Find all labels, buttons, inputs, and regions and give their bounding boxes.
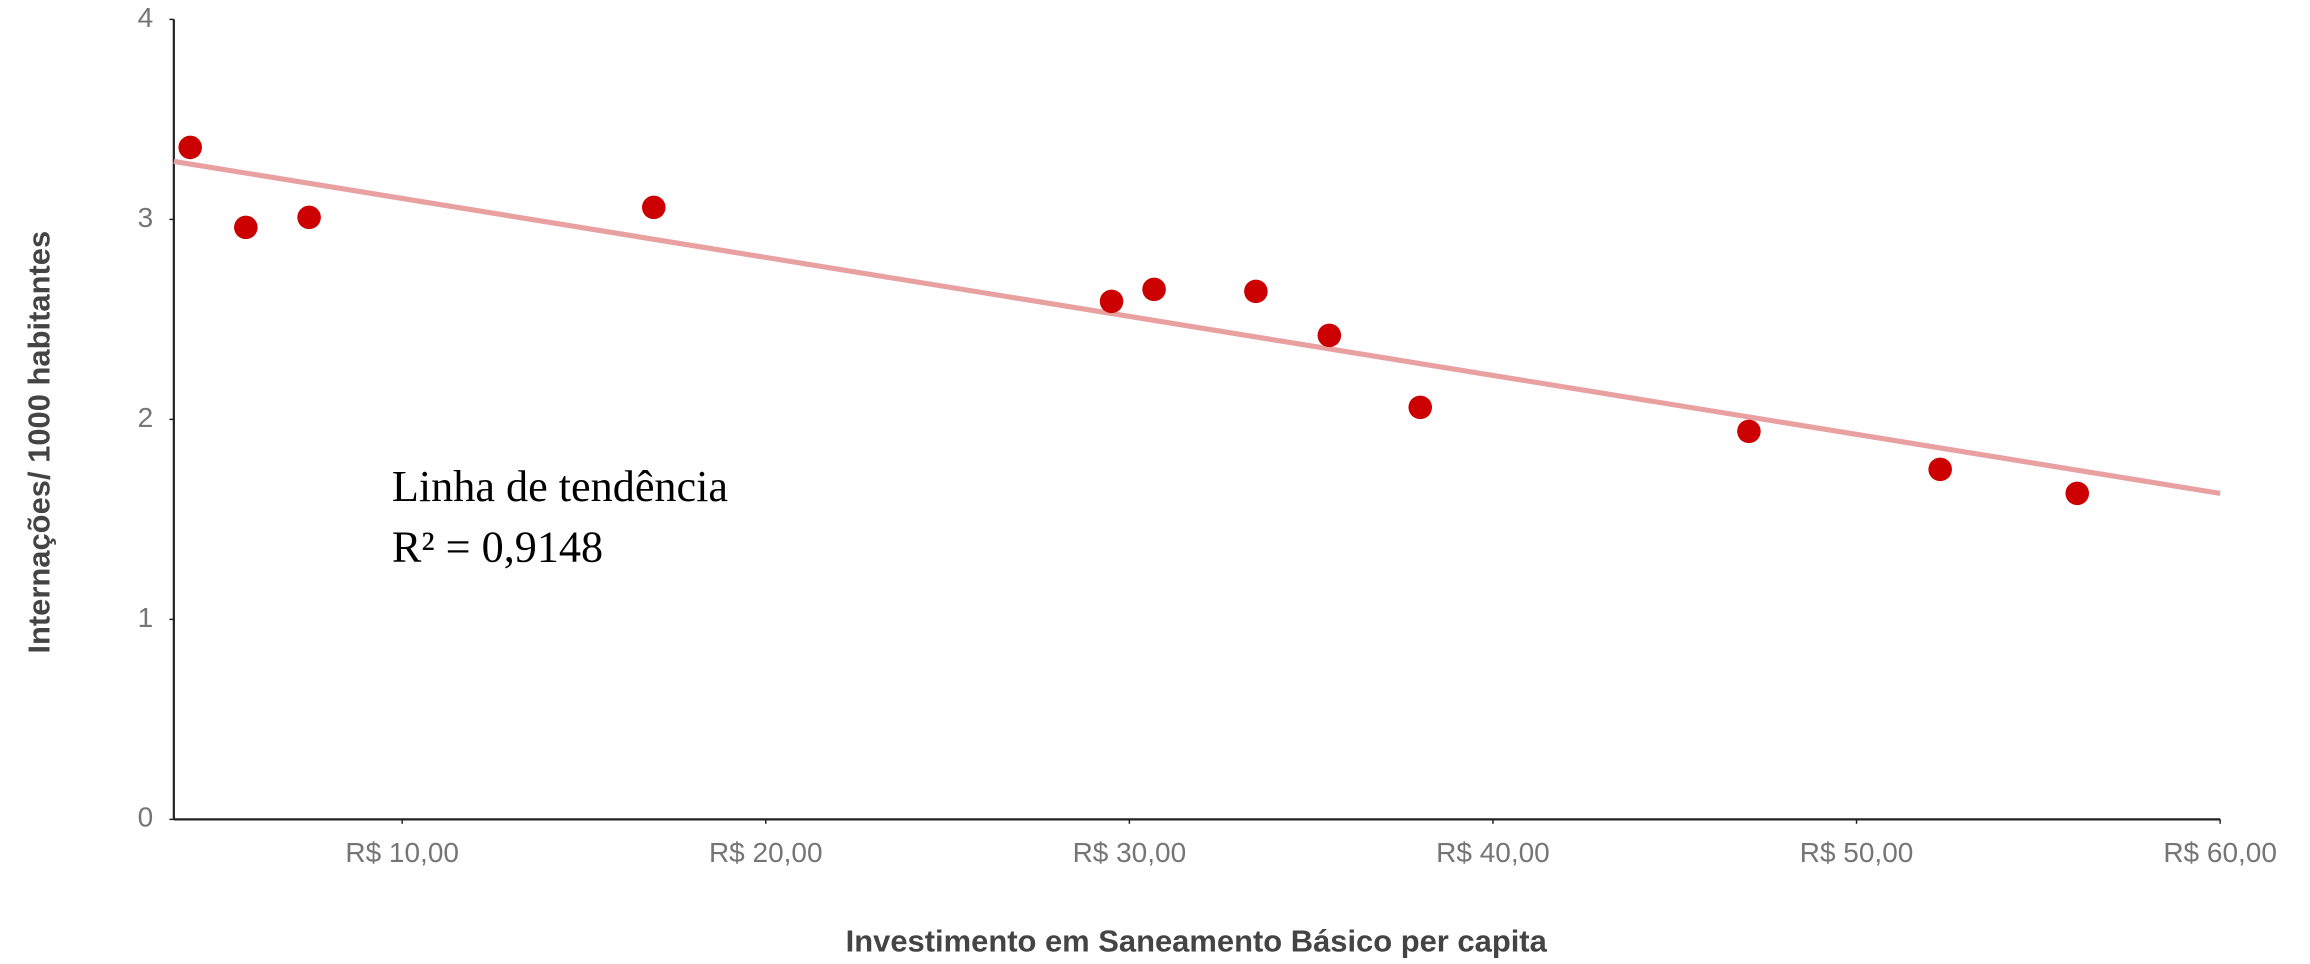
point xyxy=(2065,481,2090,506)
y-tick-label: 3 xyxy=(138,202,154,233)
point xyxy=(178,135,202,160)
point xyxy=(297,205,321,230)
point xyxy=(1244,279,1268,304)
y-tick-label: 0 xyxy=(138,802,154,833)
point xyxy=(1408,395,1433,420)
x-tick-label: R$ 40,00 xyxy=(1436,837,1550,868)
annotation: R² = 0,9148 xyxy=(392,522,603,571)
point xyxy=(1928,457,1952,482)
point xyxy=(641,195,666,220)
x-tick-label: R$ 10,00 xyxy=(345,837,459,868)
y-axis-title: Internações/ 1000 habitantes xyxy=(21,231,56,654)
x-tick-label: R$ 20,00 xyxy=(709,837,823,868)
y-tick-label: 4 xyxy=(138,2,154,33)
point xyxy=(1317,323,1342,348)
trend-line xyxy=(173,158,2221,496)
point xyxy=(1142,277,1166,302)
x-tick-label: R$ 30,00 xyxy=(1073,837,1187,868)
x-axis-title: Investimento em Saneamento Básico per ca… xyxy=(846,923,1548,958)
y-tick-label: 2 xyxy=(138,402,154,433)
y-tick-label: 1 xyxy=(138,602,154,633)
x-tick-label: R$ 60,00 xyxy=(2163,837,2277,868)
point xyxy=(1099,289,1124,314)
point xyxy=(234,215,258,240)
x-tick-label: R$ 50,00 xyxy=(1800,837,1914,868)
annotation: Linha de tendência xyxy=(392,462,729,511)
point xyxy=(1737,419,1761,444)
